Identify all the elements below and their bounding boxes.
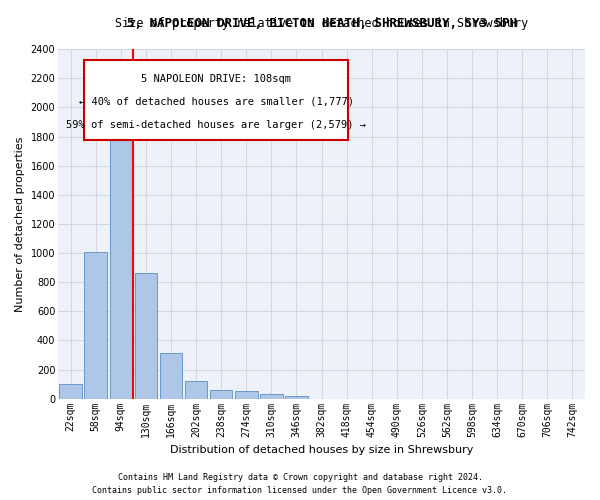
Bar <box>260 394 283 398</box>
Text: 5 NAPOLEON DRIVE: 108sqm: 5 NAPOLEON DRIVE: 108sqm <box>141 74 291 84</box>
Bar <box>134 274 157 398</box>
Bar <box>285 396 308 398</box>
Bar <box>185 381 208 398</box>
Bar <box>210 390 232 398</box>
Bar <box>59 384 82 398</box>
Title: Size of property relative to detached houses in Shrewsbury: Size of property relative to detached ho… <box>115 17 528 30</box>
Y-axis label: Number of detached properties: Number of detached properties <box>15 136 25 312</box>
X-axis label: Distribution of detached houses by size in Shrewsbury: Distribution of detached houses by size … <box>170 445 473 455</box>
Bar <box>235 392 257 398</box>
Bar <box>85 252 107 398</box>
Text: 59% of semi-detached houses are larger (2,579) →: 59% of semi-detached houses are larger (… <box>66 120 366 130</box>
Text: ← 40% of detached houses are smaller (1,777): ← 40% of detached houses are smaller (1,… <box>79 96 353 106</box>
Text: Contains HM Land Registry data © Crown copyright and database right 2024.
Contai: Contains HM Land Registry data © Crown c… <box>92 474 508 495</box>
Text: 5, NAPOLEON DRIVE, BICTON HEATH, SHREWSBURY, SY3 5PH: 5, NAPOLEON DRIVE, BICTON HEATH, SHREWSB… <box>127 17 517 30</box>
Bar <box>110 124 132 398</box>
Bar <box>160 353 182 399</box>
FancyBboxPatch shape <box>85 60 348 140</box>
